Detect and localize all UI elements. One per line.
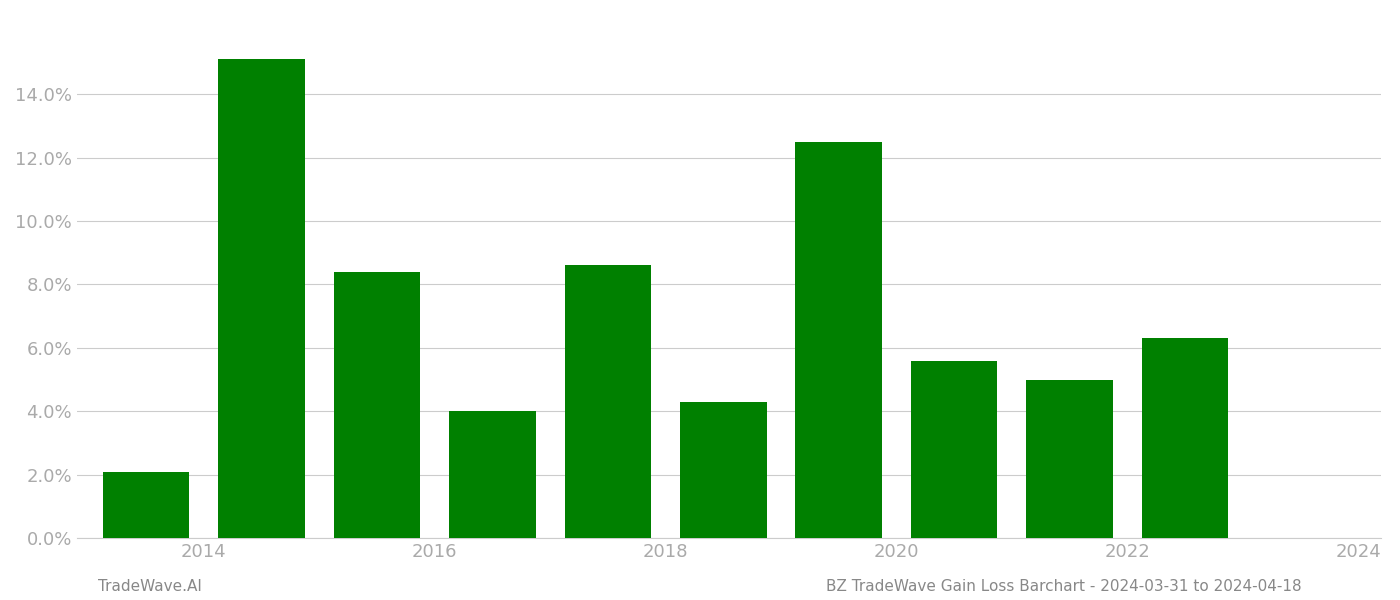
Text: TradeWave.AI: TradeWave.AI	[98, 579, 202, 594]
Bar	[795, 142, 882, 538]
Text: BZ TradeWave Gain Loss Barchart - 2024-03-31 to 2024-04-18: BZ TradeWave Gain Loss Barchart - 2024-0…	[826, 579, 1302, 594]
Bar	[1142, 338, 1228, 538]
Bar	[218, 59, 305, 538]
Bar	[449, 412, 536, 538]
Bar	[1026, 380, 1113, 538]
Bar	[102, 472, 189, 538]
Bar	[911, 361, 997, 538]
Bar	[333, 272, 420, 538]
Bar	[680, 402, 767, 538]
Bar	[564, 265, 651, 538]
